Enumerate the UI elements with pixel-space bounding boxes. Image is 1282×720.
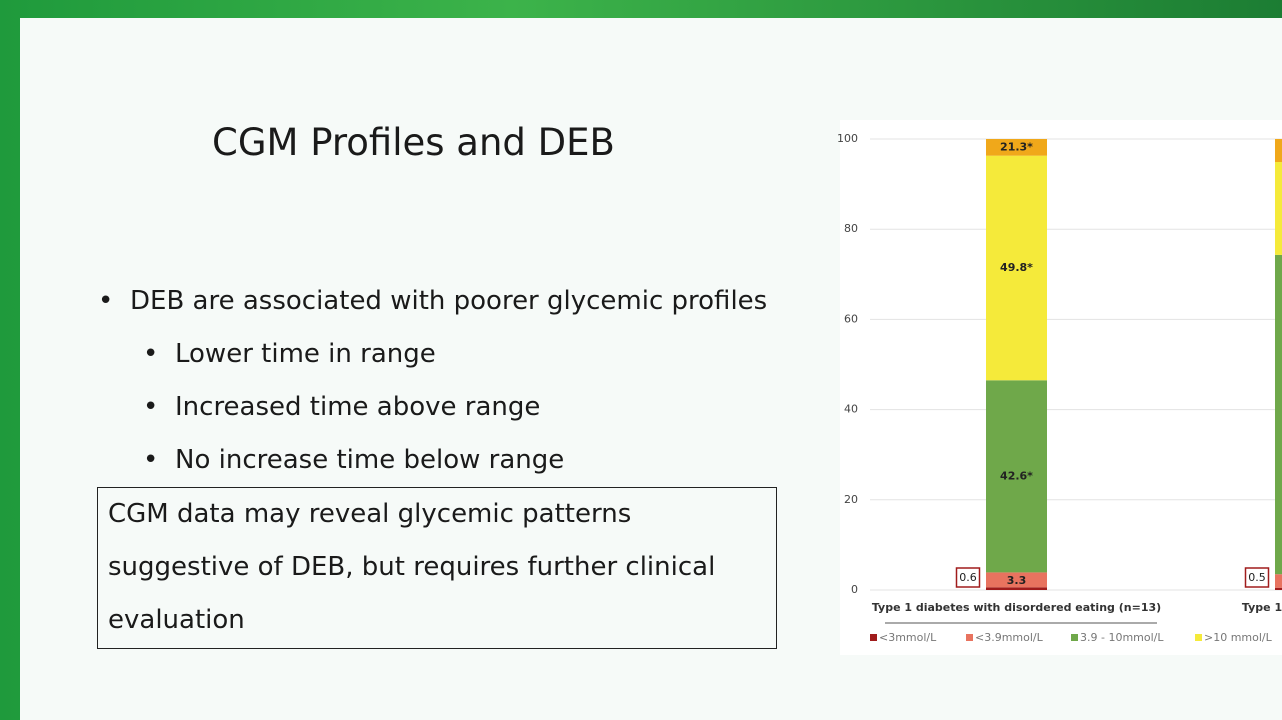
legend-label: <3mmol/L bbox=[879, 631, 937, 644]
data-label: 0.6 bbox=[959, 571, 977, 584]
data-label: 49.8* bbox=[1000, 261, 1033, 274]
legend-label: <3.9mmol/L bbox=[975, 631, 1044, 644]
y-tick-label: 20 bbox=[844, 493, 858, 506]
data-label: 21.3* bbox=[1000, 140, 1033, 153]
bar-segment bbox=[1275, 139, 1282, 163]
x-tick-label: Type 1 bbox=[1242, 601, 1282, 614]
legend-swatch bbox=[966, 634, 973, 641]
chart-background bbox=[840, 120, 1282, 655]
bar-segment bbox=[986, 587, 1047, 590]
legend-swatch bbox=[1071, 634, 1078, 641]
data-label: 0.5 bbox=[1248, 571, 1266, 584]
y-tick-label: 80 bbox=[844, 222, 858, 235]
data-label: 3.3 bbox=[1007, 574, 1027, 587]
sub-bullet: Lower time in range bbox=[143, 339, 436, 369]
y-tick-label: 60 bbox=[844, 312, 858, 325]
bar-segment bbox=[1275, 587, 1282, 590]
bullet: DEB are associated with poorer glycemic … bbox=[98, 286, 767, 316]
bar-segment bbox=[986, 380, 1047, 573]
legend-label: 3.9 - 10mmol/L bbox=[1080, 631, 1164, 644]
x-tick-label: Type 1 diabetes with disordered eating (… bbox=[872, 601, 1161, 614]
y-tick-label: 40 bbox=[844, 403, 858, 416]
bar-segment bbox=[1275, 254, 1282, 575]
y-tick-label: 0 bbox=[851, 583, 858, 596]
bar-segment bbox=[986, 572, 1047, 588]
legend-swatch bbox=[1195, 634, 1202, 641]
bar-segment bbox=[986, 139, 1047, 156]
sub-bullet: Increased time above range bbox=[143, 392, 540, 422]
y-tick-label: 100 bbox=[837, 132, 858, 145]
label-box bbox=[955, 567, 981, 588]
data-label: 42.6* bbox=[1000, 469, 1033, 482]
slide-title: CGM Profiles and DEB bbox=[212, 121, 615, 164]
callout: CGM data may reveal glycemic patterns su… bbox=[97, 487, 777, 649]
bar-segment bbox=[1275, 162, 1282, 255]
legend-label: >10 mmol/L bbox=[1204, 631, 1273, 644]
sub-bullet: No increase time below range bbox=[143, 445, 564, 475]
bar-segment bbox=[1275, 574, 1282, 588]
bars bbox=[986, 139, 1282, 590]
legend-swatch bbox=[870, 634, 877, 641]
label-box bbox=[1244, 567, 1270, 588]
bar-segment bbox=[986, 155, 1047, 381]
